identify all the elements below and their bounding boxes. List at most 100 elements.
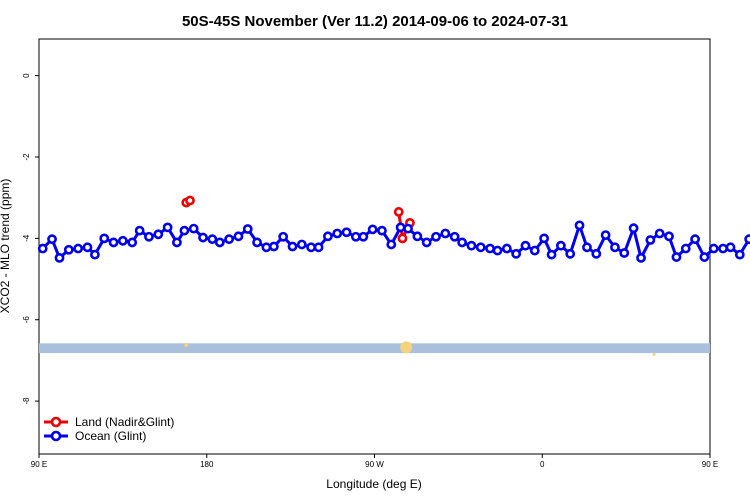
data-point — [47, 234, 57, 245]
data-point — [591, 248, 602, 259]
data-point — [610, 242, 620, 253]
data-point — [645, 235, 656, 245]
data-point — [680, 243, 691, 254]
band-layer — [39, 343, 710, 354]
data-point — [261, 242, 272, 253]
data-point — [397, 233, 408, 244]
plot-frame — [38, 38, 711, 455]
data-point — [600, 230, 611, 241]
data-point — [619, 248, 630, 258]
data-point — [690, 234, 700, 245]
data-point — [198, 232, 208, 243]
legend-item: Ocean (Glint) — [44, 429, 146, 443]
data-point — [90, 249, 100, 260]
data-point — [268, 241, 279, 252]
highlight-layer — [184, 341, 656, 356]
data-point — [242, 224, 253, 234]
legend-label: Land (Nadir&Glint) — [75, 415, 174, 429]
data-point — [296, 239, 307, 250]
data-point — [323, 231, 333, 242]
data-point — [699, 252, 710, 262]
data-point — [358, 231, 369, 242]
data-point — [54, 252, 65, 263]
y-axis: 0 -2 -4 -6 -8 — [22, 73, 39, 405]
data-point — [134, 225, 145, 236]
y-tick-label: -4 — [22, 234, 31, 242]
data-point — [306, 242, 317, 253]
plot-area — [38, 38, 711, 455]
legend-label: Ocean (Glint) — [75, 429, 146, 443]
data-point — [185, 195, 195, 206]
data-point — [574, 220, 585, 231]
data-point — [224, 234, 235, 245]
data-point — [466, 240, 477, 251]
data-point — [440, 228, 451, 239]
series-layer — [37, 195, 750, 263]
highlight-mark — [652, 352, 656, 356]
data-point — [636, 252, 646, 263]
data-point — [233, 231, 244, 242]
y-axis-label: XCO2 - MLO trend (ppm) — [0, 179, 12, 314]
data-point — [431, 231, 441, 242]
data-point — [539, 233, 550, 244]
data-point — [287, 241, 298, 252]
highlight-mark — [400, 341, 413, 354]
data-point — [734, 249, 745, 260]
series-ocean — [37, 220, 750, 263]
data-point — [449, 231, 460, 242]
x-tick-label: 90 E — [702, 460, 718, 469]
x-tick-label: 90 E — [31, 460, 47, 469]
data-point — [108, 237, 119, 248]
data-point — [99, 233, 110, 244]
data-point — [179, 225, 190, 236]
data-point — [520, 240, 531, 251]
data-point — [214, 237, 225, 248]
highlight-mark — [184, 342, 189, 347]
data-point — [341, 227, 352, 238]
data-point — [82, 242, 93, 253]
data-point — [117, 235, 128, 246]
data-point — [313, 242, 324, 253]
data-point — [718, 243, 728, 254]
data-point — [63, 244, 74, 255]
data-point — [403, 223, 413, 234]
data-point — [127, 237, 138, 248]
x-axis: 90 E 180 90 W 0 90 E — [31, 454, 718, 469]
y-tick-label: -6 — [22, 316, 31, 324]
x-tick-label: 180 — [200, 460, 214, 469]
data-point — [671, 252, 682, 262]
data-point — [492, 245, 503, 256]
data-point — [565, 248, 576, 259]
data-point — [501, 243, 512, 254]
data-point — [664, 231, 674, 242]
data-point — [725, 242, 736, 253]
data-point — [744, 234, 750, 245]
legend-swatch-marker — [50, 416, 62, 428]
data-point — [393, 207, 404, 217]
legend-swatch-marker — [50, 430, 62, 442]
data-point — [367, 224, 378, 235]
x-axis-label: Longitude (deg E) — [326, 477, 421, 491]
x-tick-label: 90 W — [365, 460, 384, 469]
y-tick-label: -2 — [22, 153, 31, 161]
data-point — [377, 225, 387, 236]
data-point — [144, 231, 154, 242]
data-point — [37, 243, 48, 254]
data-point — [172, 237, 182, 248]
data-point — [207, 234, 218, 245]
data-point — [529, 245, 540, 256]
data-point — [73, 243, 84, 254]
data-point — [582, 242, 592, 253]
data-point — [278, 231, 289, 242]
chart-title: 50S-45S November (Ver 11.2) 2014-09-06 t… — [182, 13, 568, 30]
data-band — [39, 343, 710, 354]
data-point — [511, 248, 522, 259]
data-point — [162, 222, 173, 233]
y-tick-label: -8 — [22, 397, 31, 405]
data-point — [350, 231, 361, 242]
data-point — [628, 223, 639, 234]
data-point — [153, 229, 164, 240]
data-point — [332, 228, 343, 239]
data-point — [555, 240, 566, 251]
